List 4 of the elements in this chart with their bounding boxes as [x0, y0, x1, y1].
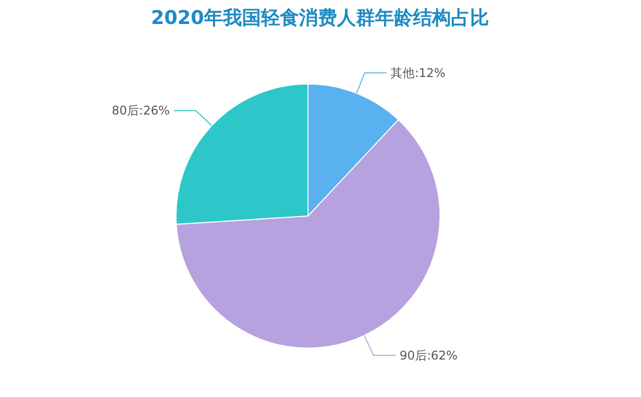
slice-label: 80后:26%: [112, 104, 170, 118]
slice-label: 90后:62%: [400, 348, 458, 362]
slice-label: 其他:12%: [390, 66, 446, 80]
chart-title: 2020年我国轻食消费人群年龄结构占比: [151, 7, 489, 29]
